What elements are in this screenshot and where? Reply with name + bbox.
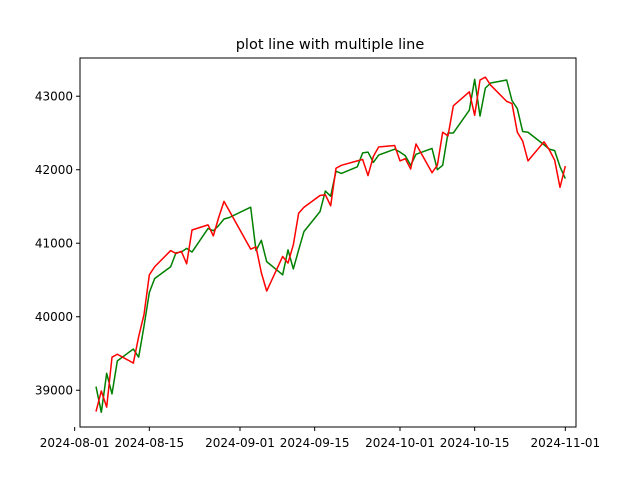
plot-area-frame xyxy=(79,57,577,428)
y-tick-label: 42000 xyxy=(35,163,73,177)
y-tick-label: 39000 xyxy=(35,384,73,398)
chart-title: plot line with multiple line xyxy=(236,37,425,53)
x-axis: 2024-08-01 2024-08-15 2024-09-01 2024-09-15… xyxy=(40,427,600,450)
y-tick-label: 40000 xyxy=(35,310,73,324)
x-tick-label: 2024-10-01 xyxy=(365,436,435,450)
y-tick-label: 41000 xyxy=(35,237,73,251)
x-tick-label: 2024-10-15 xyxy=(440,436,510,450)
x-tick-label: 2024-08-15 xyxy=(114,436,184,450)
x-tick-label: 2024-11-01 xyxy=(530,436,600,450)
series-line-1 xyxy=(95,78,567,414)
x-tick-label: 2024-09-01 xyxy=(205,436,275,450)
x-tick-label: 2024-09-15 xyxy=(280,436,350,450)
plot-lines xyxy=(95,76,567,414)
y-tick-label: 43000 xyxy=(35,90,73,104)
x-tick-label: 2024-08-01 xyxy=(40,436,110,450)
series-line-2 xyxy=(95,76,567,412)
y-axis: 39000 40000 41000 42000 43000 xyxy=(35,90,80,398)
